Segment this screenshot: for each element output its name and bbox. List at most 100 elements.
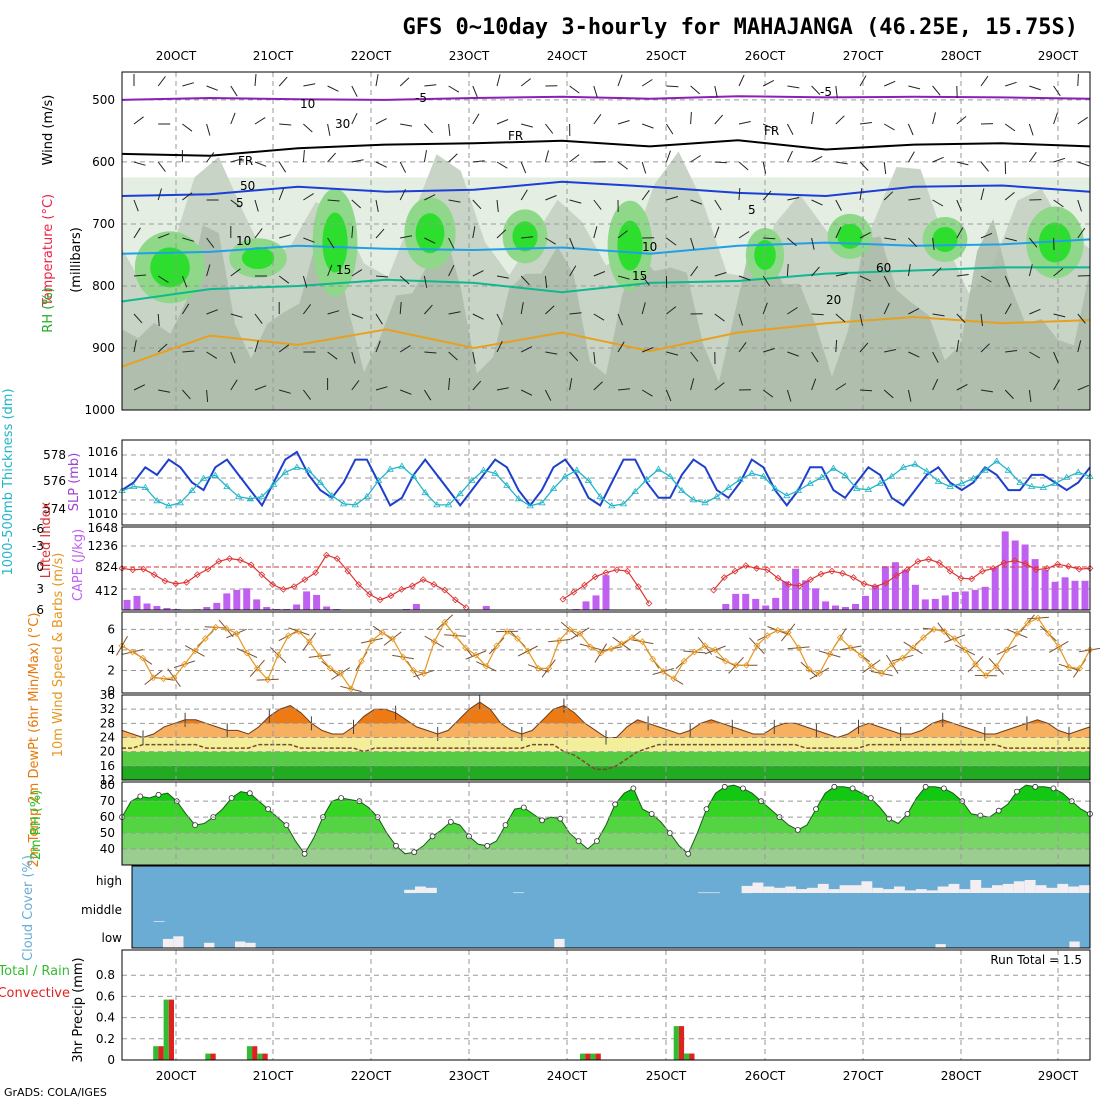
wind-barb [569, 378, 573, 391]
thickness-marker [922, 467, 931, 474]
wind-barb [980, 313, 983, 326]
thickness-marker [188, 486, 196, 493]
rh-marker [685, 850, 692, 857]
cape-bar [722, 604, 730, 610]
wind-speed-marker [618, 640, 625, 648]
wind-barb [254, 117, 266, 125]
wind-barb [472, 160, 485, 163]
wind-speed-marker [597, 649, 605, 657]
rh-marker [721, 783, 728, 790]
wind-barb [230, 268, 241, 277]
wind-barb [351, 269, 363, 277]
wind-barb [787, 237, 797, 247]
wind-barb [980, 389, 993, 393]
thickness-marker [1074, 468, 1083, 475]
wind-barb [400, 123, 413, 127]
precip-convective-bar [689, 1053, 695, 1060]
contour-label: 5 [236, 196, 244, 210]
wind-speed-marker [587, 643, 594, 651]
wind-barb [424, 351, 437, 354]
wind-barb [569, 199, 582, 204]
wind-speed-marker [1024, 619, 1031, 627]
wind-barb [908, 85, 921, 90]
wind-barb [303, 123, 313, 133]
rh-marker [192, 822, 199, 828]
wind-barb [254, 73, 257, 87]
cape-bar [313, 594, 321, 610]
wind-barb [908, 198, 921, 201]
rh-band [122, 849, 1090, 865]
cloud-background [132, 866, 1090, 948]
wind-barb [908, 307, 920, 315]
wind-speed-marker [524, 647, 532, 655]
thickness-marker [328, 491, 336, 499]
wind-speed-marker [181, 660, 188, 668]
date-tick-label: 26OCT [745, 49, 786, 63]
wind-barb [182, 123, 193, 132]
wind-barb [375, 228, 385, 239]
rh-marker [557, 815, 564, 822]
wind-barb [448, 351, 458, 361]
wind-speed-marker [358, 657, 365, 665]
wind-barb [157, 275, 169, 283]
rh-marker [849, 785, 856, 792]
wind-barb [956, 161, 969, 166]
wind-speed-marker [378, 629, 386, 636]
cloud-bar [926, 890, 938, 893]
contour-label: -5 [415, 91, 427, 105]
thickness-line [121, 460, 1091, 507]
date-tick-label: 28OCT [941, 49, 982, 63]
lifted-cape-panel: -6 -3 0 3 6 412 824 1236 1648 Lifted Index CAPE (J… [32, 501, 1094, 617]
y-tick-label: 50 [100, 826, 115, 840]
wind-speed-marker [566, 626, 573, 633]
y-tick-label: 900 [92, 341, 115, 355]
wind-barb [278, 188, 284, 201]
thickness-marker [841, 471, 849, 478]
wind-barb [133, 116, 144, 125]
cloud-bar [1057, 883, 1069, 893]
wind-barb [738, 231, 750, 239]
wind-barb [666, 306, 677, 315]
wind-barb [302, 275, 308, 288]
wind-barb [1028, 123, 1034, 136]
wind-barb [278, 275, 290, 284]
cloud-bar [904, 890, 916, 893]
wind-barb [714, 114, 724, 125]
cape-bar [123, 599, 131, 610]
wind-barb [157, 343, 168, 353]
wind-barb [569, 85, 580, 94]
cloud-bar [883, 889, 895, 893]
cape-bar [1041, 569, 1049, 610]
rh-marker [429, 833, 436, 840]
wind-speed-marker [972, 660, 979, 668]
y-tick-label: 1648 [87, 521, 118, 535]
wind-barb [472, 113, 480, 125]
wind-barb [883, 161, 887, 174]
thickness-marker [351, 501, 360, 508]
date-tick-label: 22OCT [351, 1069, 392, 1083]
wind-barb [908, 351, 920, 358]
wind-barb [351, 112, 358, 125]
y-tick-label: 500 [92, 93, 115, 107]
rh-marker [283, 822, 290, 828]
wind-barb [424, 84, 437, 87]
wind-speed-marker [264, 676, 272, 684]
precip-legend-convective: Convective [0, 986, 70, 1001]
wind-barb [302, 149, 305, 163]
thickness-marker [223, 482, 231, 489]
wind-speed-marker [639, 638, 646, 646]
wind-barb [157, 161, 166, 172]
lifted-index-marker [430, 581, 438, 588]
cape-bar [792, 568, 800, 610]
wind-speed-marker [399, 653, 407, 661]
thickness-marker [573, 466, 581, 473]
slp-axis-label: SLP (mb) [67, 453, 82, 512]
cape-bar [213, 602, 221, 610]
thickness-marker [176, 499, 185, 506]
wind-barb [980, 275, 992, 283]
rh-marker [813, 806, 819, 812]
wind-barb [375, 118, 387, 125]
thickness-marker [374, 476, 383, 483]
lifted-index-marker [989, 565, 997, 572]
wind-barb [690, 237, 695, 250]
